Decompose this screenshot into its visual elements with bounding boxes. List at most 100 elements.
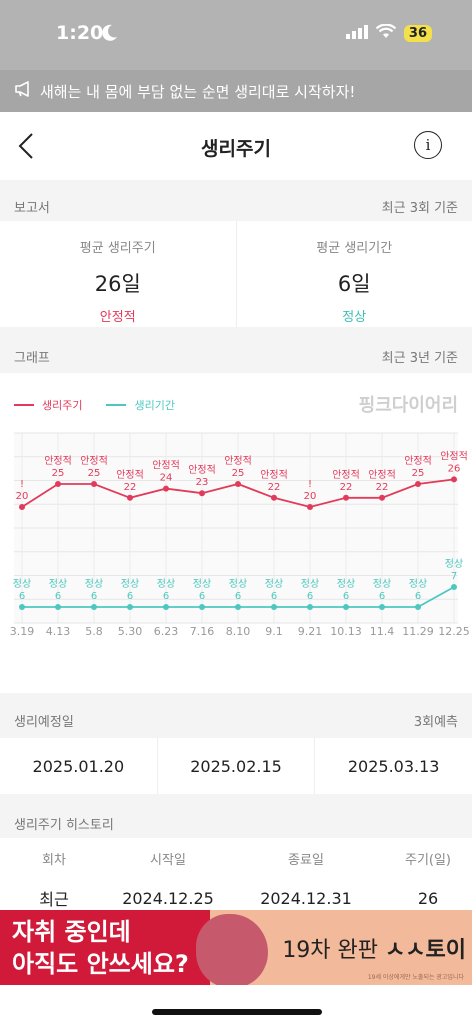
- period-point: [451, 584, 457, 590]
- wifi-icon: [375, 23, 397, 43]
- cycle-point: [127, 494, 133, 501]
- cycle-status-label: 안정적: [116, 469, 144, 481]
- cycle-status-label: 안정적: [224, 455, 252, 467]
- cycle-status-label: 안정적: [80, 455, 108, 467]
- ad-tagline: 19차 완판 ㅅㅅ토이: [282, 932, 466, 964]
- cycle-point: [55, 481, 61, 487]
- avg-period-value: 6일: [337, 272, 371, 296]
- cycle-point: [379, 494, 385, 501]
- period-point: [127, 604, 133, 610]
- cycle-value-label: 25: [232, 468, 245, 479]
- megaphone-icon: [14, 81, 34, 101]
- prediction-section-label: 생리예정일: [14, 714, 74, 730]
- cycle-value-label: 22: [340, 482, 353, 493]
- cycle-value-label: 25: [88, 468, 101, 479]
- period-point: [91, 604, 97, 610]
- cycle-point: [199, 490, 205, 497]
- avg-cycle-value: 26일: [94, 272, 141, 296]
- period-status-label: 정상: [373, 578, 391, 590]
- period-value-label: 6: [55, 591, 61, 602]
- moon-icon: [102, 24, 118, 46]
- legend-cycle: 생리주기: [14, 397, 82, 413]
- x-tick-label: 12.25: [438, 625, 470, 638]
- graph-card[interactable]: ! 20 안정적 25 안정적 25 안정적 22 안정적 24 안정적 23 안정적 25 안정적 22! 2…: [0, 373, 472, 693]
- history-cell-end: 2024.12.31: [260, 888, 352, 908]
- ad-product-image: [196, 914, 268, 985]
- promo-banner[interactable]: 새해는 내 몸에 부담 없는 순면 생리대로 시작하자!: [0, 70, 472, 112]
- cycle-point: [415, 481, 421, 487]
- header: 생리주기 i: [0, 112, 472, 180]
- x-tick-label: 10.13: [330, 625, 362, 638]
- battery-icon: 36: [403, 25, 432, 42]
- period-point: [55, 604, 61, 610]
- period-point: [199, 604, 205, 610]
- period-point: [235, 604, 241, 610]
- report-section-label: 보고서: [14, 200, 50, 216]
- status-bar: 1:20 36: [0, 0, 472, 70]
- period-status-label: 정상: [193, 578, 211, 590]
- cycle-point: [235, 481, 241, 487]
- history-table: 회차 시작일 종료일 주기(일) 최근 2024.12.25 2024.12.3…: [0, 838, 472, 918]
- ad-banner[interactable]: 자취 중인데 아직도 안쓰세요? 19차 완판 ㅅㅅ토이 19세 이상에게만 노…: [0, 910, 472, 985]
- period-value-label: 6: [127, 591, 133, 602]
- history-col-start: 시작일: [150, 852, 186, 868]
- back-button[interactable]: [14, 130, 44, 162]
- x-tick-label: 3.19: [10, 625, 35, 638]
- period-value-label: 6: [379, 591, 385, 602]
- cycle-value-label: 20: [16, 491, 29, 502]
- home-indicator[interactable]: [152, 1009, 322, 1015]
- x-tick-label: 7.16: [190, 625, 215, 638]
- cycle-point: [451, 476, 457, 483]
- period-status-label: 정상: [157, 578, 175, 590]
- cycle-value-label: 25: [52, 468, 65, 479]
- table-row[interactable]: 최근 2024.12.25 2024.12.31 26: [0, 878, 472, 918]
- prediction-date-1: 2025.01.20: [32, 756, 125, 776]
- ad-headline: 자취 중인데 아직도 안쓰세요?: [0, 910, 210, 985]
- history-cell-start: 2024.12.25: [122, 888, 214, 908]
- avg-period-status: 정상: [342, 310, 367, 325]
- period-point: [343, 604, 349, 610]
- report-section-meta: 최근 3회 기준: [381, 200, 458, 216]
- period-value-label: 6: [343, 591, 349, 602]
- period-status-label: 정상: [445, 558, 463, 570]
- history-col-cycle: 주기(일): [404, 852, 452, 868]
- cycle-status-label: !: [20, 479, 24, 490]
- cycle-value-label: 25: [412, 468, 425, 479]
- avg-period: 평균 생리기간 6일 정상: [235, 221, 472, 327]
- cycle-status-label: 안정적: [44, 455, 72, 467]
- period-status-label: 정상: [49, 578, 67, 590]
- cycle-status-label: !: [308, 479, 312, 490]
- legend-period: 생리기간: [106, 397, 175, 413]
- period-value-label: 7: [451, 571, 457, 582]
- chart-legend: 생리주기 생리기간: [14, 397, 175, 413]
- signal-icon: [345, 24, 368, 43]
- cycle-status-label: 안정적: [188, 464, 216, 476]
- cycle-value-label: 23: [196, 477, 209, 488]
- x-tick-label: 5.8: [85, 625, 103, 638]
- status-time: 1:20: [56, 22, 104, 44]
- ad-line-2: 아직도 안쓰세요?: [12, 950, 189, 978]
- history-cell-round: 최근: [39, 890, 69, 909]
- brand-watermark: 핑크다이어리: [358, 395, 458, 416]
- history-section-label: 생리주기 히스토리: [14, 817, 114, 833]
- cycle-status-label: 안정적: [260, 469, 288, 481]
- period-value-label: 6: [91, 591, 97, 602]
- cycle-value-label: 22: [268, 482, 281, 493]
- legend-period-label: 생리기간: [134, 399, 175, 412]
- chevron-left-icon: [18, 133, 33, 159]
- legend-cycle-label: 생리주기: [42, 399, 83, 412]
- cycle-status-label: 안정적: [152, 460, 180, 472]
- x-tick-label: 9.1: [265, 625, 283, 638]
- period-status-label: 정상: [85, 578, 103, 590]
- cycle-value-label: 24: [160, 473, 173, 484]
- period-value-label: 6: [271, 591, 277, 602]
- legend-period-swatch: [106, 404, 127, 406]
- period-status-label: 정상: [337, 578, 355, 590]
- prediction-dates: 2025.01.20 2025.02.15 2025.03.13: [0, 738, 472, 794]
- ad-line-1: 자취 중인데: [12, 918, 131, 946]
- x-tick-label: 8.10: [226, 625, 251, 638]
- avg-cycle-status: 안정적: [99, 310, 136, 325]
- info-button[interactable]: i: [414, 131, 442, 159]
- period-status-label: 정상: [409, 578, 427, 590]
